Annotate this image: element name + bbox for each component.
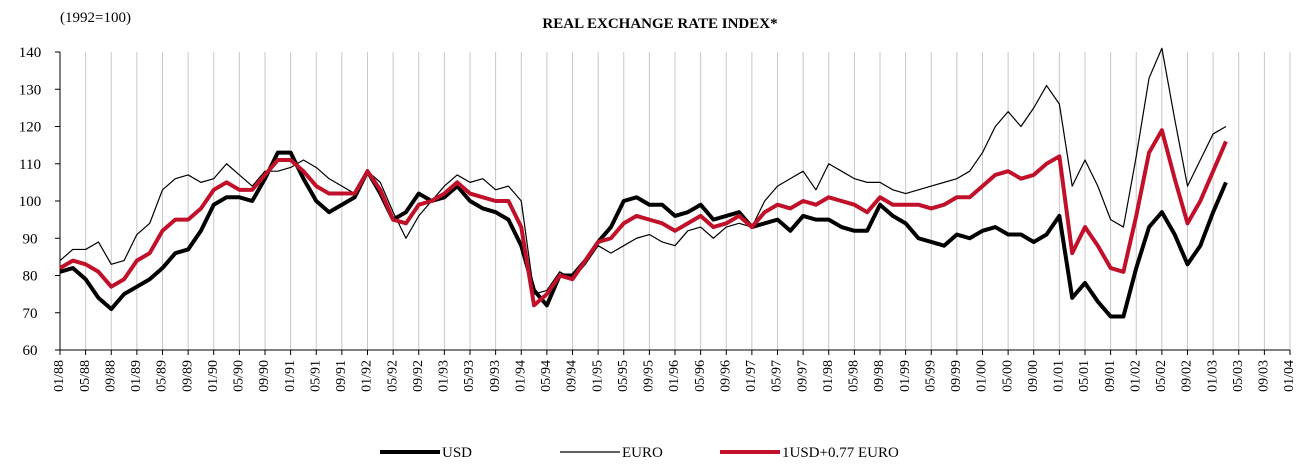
x-tick-label: 01/96 [667, 360, 682, 392]
x-tick-label: 05/95 [616, 360, 631, 392]
y-tick-label: 60 [23, 343, 38, 359]
x-tick-label: 09/91 [334, 360, 349, 392]
x-tick-label: 05/90 [232, 360, 247, 392]
x-tick-label: 01/00 [975, 360, 990, 392]
y-tick-label: 110 [19, 157, 41, 173]
x-tick-label: 09/95 [642, 360, 657, 392]
x-tick-label: 09/03 [1257, 360, 1272, 392]
x-tick-label: 01/93 [437, 360, 452, 392]
y-tick-label: 80 [23, 269, 38, 285]
x-tick-label: 01/90 [206, 360, 221, 392]
x-tick-label: 01/99 [898, 360, 913, 392]
x-tick-label: 09/97 [795, 360, 810, 392]
x-tick-label: 09/93 [488, 360, 503, 392]
y-tick-label: 90 [23, 231, 38, 247]
x-tick-label: 05/01 [1077, 360, 1092, 392]
y-tick-label: 140 [19, 45, 42, 61]
x-tick-label: 01/01 [1052, 360, 1067, 392]
x-tick-label: 01/89 [129, 360, 144, 392]
x-tick-label: 05/93 [462, 360, 477, 392]
x-tick-label: 01/02 [1128, 360, 1143, 392]
x-tick-label: 09/89 [180, 360, 195, 392]
legend-label: USD [442, 445, 472, 461]
x-tick-label: 09/01 [1103, 360, 1118, 392]
y-tick-label: 130 [19, 82, 42, 98]
x-tick-label: 09/94 [565, 360, 580, 392]
x-tick-label: 01/92 [360, 360, 375, 392]
x-tick-label: 05/02 [1154, 360, 1169, 392]
x-tick-label: 09/00 [1026, 360, 1041, 392]
chart-title: REAL EXCHANGE RATE INDEX* [542, 16, 777, 32]
chart-subtitle: (1992=100) [60, 10, 131, 26]
y-tick-label: 70 [23, 306, 38, 322]
series-line [59, 47, 1227, 295]
y-tick-label: 120 [19, 120, 42, 136]
x-tick-label: 01/91 [283, 360, 298, 392]
x-tick-label: 05/89 [155, 360, 170, 392]
x-tick-label: 05/98 [847, 360, 862, 392]
x-tick-label: 09/99 [949, 360, 964, 392]
x-tick-label: 01/88 [52, 360, 67, 392]
x-tick-label: 05/00 [1000, 360, 1015, 392]
series-line [58, 128, 1228, 308]
legend-label: EURO [622, 445, 663, 461]
x-tick-label: 09/90 [257, 360, 272, 392]
x-tick-label: 05/94 [539, 360, 554, 392]
x-tick-label: 05/91 [308, 360, 323, 392]
x-tick-label: 05/92 [385, 360, 400, 392]
x-tick-label: 01/95 [590, 360, 605, 392]
x-tick-label: 05/88 [78, 360, 93, 392]
x-tick-label: 05/99 [923, 360, 938, 392]
x-tick-label: 01/98 [821, 360, 836, 392]
x-tick-label: 09/96 [718, 360, 733, 392]
x-tick-label: 09/92 [411, 360, 426, 392]
x-tick-label: 01/04 [1282, 360, 1297, 392]
x-tick-label: 01/94 [513, 360, 528, 392]
legend-label: 1USD+0.77 EURO [782, 445, 899, 461]
x-tick-label: 05/03 [1231, 360, 1246, 392]
x-tick-label: 01/97 [744, 360, 759, 392]
series-line [59, 150, 1228, 319]
y-tick-label: 100 [19, 194, 42, 210]
x-tick-label: 09/02 [1180, 360, 1195, 392]
x-tick-label: 05/97 [770, 360, 785, 392]
x-tick-label: 01/03 [1205, 360, 1220, 392]
legend: USD EURO 1USD+0.77 EURO [380, 445, 899, 461]
x-tick-label: 09/88 [103, 360, 118, 392]
x-tick-label: 09/98 [872, 360, 887, 392]
x-tick-label: 05/96 [693, 360, 708, 392]
